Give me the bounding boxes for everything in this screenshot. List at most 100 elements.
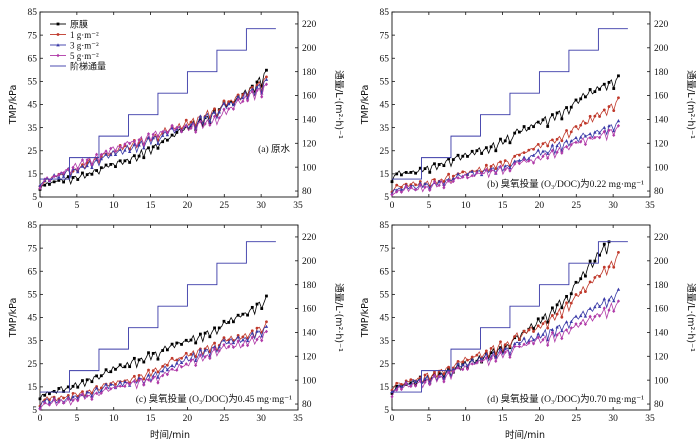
data-point <box>132 374 136 378</box>
y2-tick-label: 120 <box>654 139 669 149</box>
data-point <box>85 394 89 398</box>
y-tick-label: 85 <box>380 221 390 231</box>
data-point <box>437 183 441 188</box>
data-point <box>498 164 503 169</box>
data-point <box>550 143 555 147</box>
data-point <box>156 134 160 139</box>
data-point <box>94 386 99 390</box>
data-point <box>470 355 474 359</box>
data-point <box>569 130 573 134</box>
data-point <box>137 143 141 147</box>
data-point <box>579 123 583 127</box>
data-point <box>512 159 517 163</box>
data-point <box>76 170 80 174</box>
panel-caption: (b) 臭氧投量 (O₃/DOC)为0.22 mg·mg⁻¹ <box>487 178 644 190</box>
data-point <box>99 391 103 395</box>
data-point <box>461 367 465 372</box>
data-point <box>175 368 179 372</box>
data-point <box>203 331 207 335</box>
series-tmp-0 <box>390 74 620 184</box>
data-point <box>142 156 146 160</box>
data-point <box>90 397 94 402</box>
data-point <box>128 161 132 164</box>
data-point <box>255 337 259 342</box>
data-point <box>607 124 611 128</box>
data-point <box>583 322 588 327</box>
data-point <box>541 142 545 146</box>
data-point <box>602 82 606 86</box>
data-point <box>404 171 408 174</box>
data-point <box>517 161 521 166</box>
x-tick-label: 5 <box>426 201 431 211</box>
series-tmp-2 <box>390 287 621 394</box>
data-point <box>607 298 611 302</box>
data-point <box>555 143 559 148</box>
data-point <box>508 169 512 173</box>
data-point <box>123 384 127 389</box>
data-point <box>437 374 441 379</box>
data-point <box>132 139 136 144</box>
data-point <box>409 381 413 385</box>
data-point <box>550 148 555 153</box>
data-point <box>588 135 592 140</box>
y2-tick-label: 160 <box>302 92 317 102</box>
data-point <box>588 114 592 118</box>
data-point <box>541 337 545 342</box>
data-point <box>194 363 198 368</box>
data-point <box>212 110 217 114</box>
data-point <box>536 120 540 124</box>
data-point <box>536 317 540 321</box>
data-point <box>194 130 198 134</box>
data-point <box>142 143 146 147</box>
data-point <box>451 158 455 161</box>
data-point <box>81 171 84 175</box>
y2-axis-label: 通量/L·(m²·h)⁻¹ <box>685 70 696 139</box>
data-point <box>71 398 75 403</box>
data-point <box>532 125 535 129</box>
data-point <box>395 384 399 388</box>
y-tick-label: 5 <box>32 193 37 203</box>
y2-tick-label: 100 <box>302 376 317 386</box>
data-point <box>574 135 578 140</box>
data-point <box>61 171 66 175</box>
data-point <box>227 100 231 104</box>
data-point <box>255 302 259 306</box>
series-tmp-3 <box>38 82 269 191</box>
data-point <box>584 274 587 278</box>
y-tick-label: 45 <box>380 314 390 324</box>
data-point <box>213 107 216 111</box>
data-point <box>607 308 611 312</box>
chart-panel-c: 0 5 10 15 20 25 30 3551525354555657585801001201… <box>8 221 344 424</box>
data-point <box>255 85 259 89</box>
data-point <box>123 159 127 163</box>
data-point <box>156 146 160 150</box>
y-tick-label: 15 <box>380 170 390 180</box>
data-point <box>179 129 184 134</box>
y2-tick-label: 100 <box>654 163 669 173</box>
x-tick-label: 10 <box>109 201 119 211</box>
data-point <box>574 322 578 326</box>
data-point <box>99 166 103 170</box>
data-point <box>250 329 254 333</box>
data-point <box>588 280 592 284</box>
data-point <box>245 98 250 103</box>
data-point <box>432 180 437 184</box>
data-point <box>532 327 535 330</box>
y-axis-label: TMP/kPa <box>360 298 371 339</box>
data-point <box>456 362 460 366</box>
data-point <box>541 118 545 122</box>
data-point <box>146 373 151 377</box>
data-point <box>527 156 531 160</box>
data-point <box>569 301 573 305</box>
series-tmp-1 <box>38 75 268 188</box>
y-axis-label: TMP/kPa <box>8 85 19 126</box>
data-point <box>517 341 522 345</box>
legend-item: 原膜 <box>50 19 88 29</box>
data-point <box>43 401 47 405</box>
data-point <box>588 314 592 319</box>
data-point <box>612 299 616 303</box>
data-point <box>428 170 432 174</box>
data-point <box>494 149 498 153</box>
data-point <box>208 123 212 127</box>
data-point <box>241 95 245 100</box>
